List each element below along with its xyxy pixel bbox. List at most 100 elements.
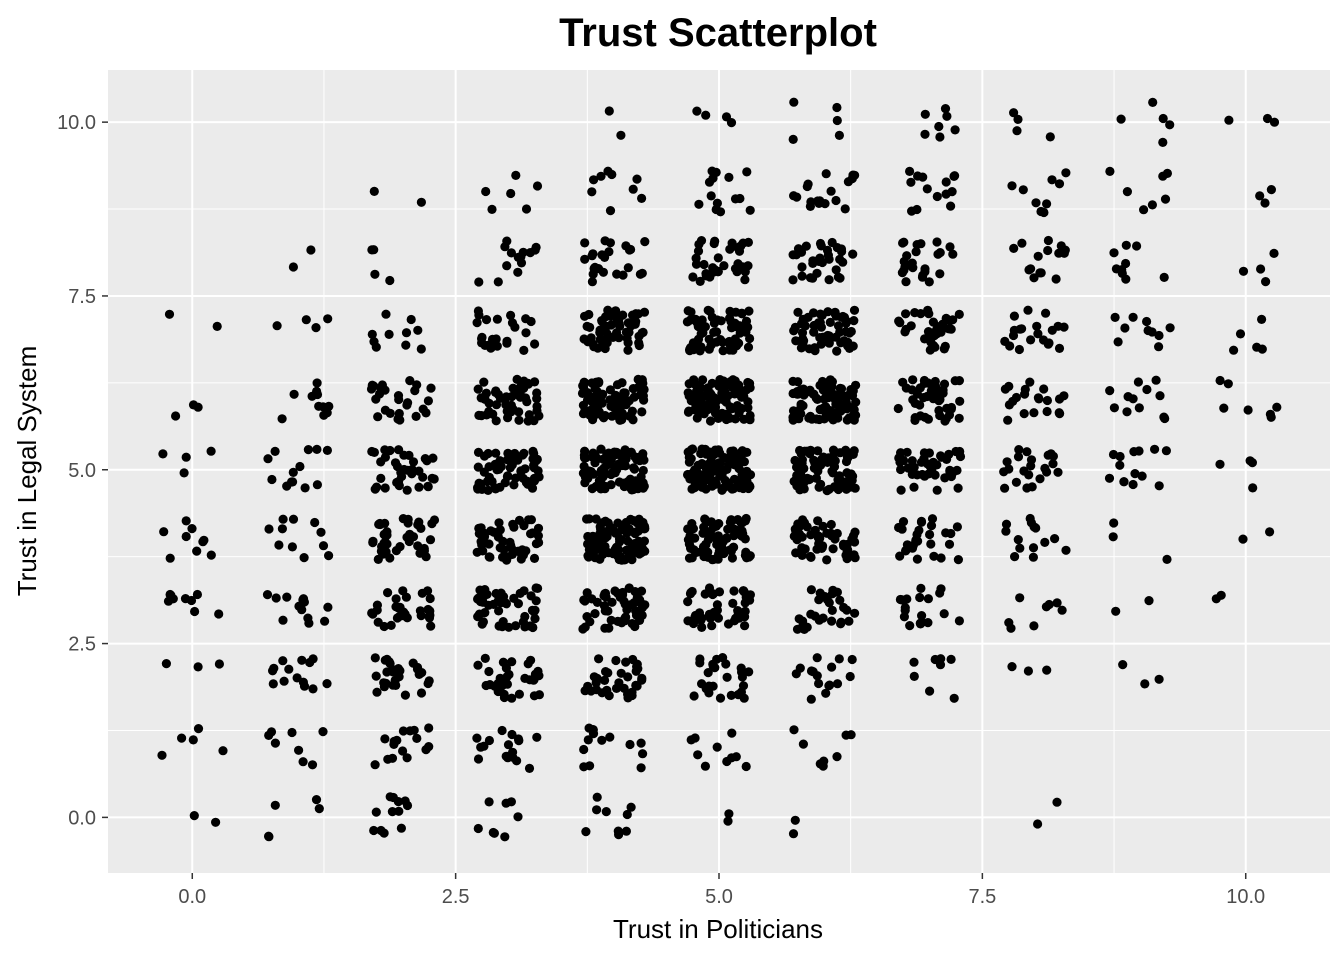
scatter-point: [1130, 469, 1140, 479]
scatter-point: [521, 204, 532, 214]
scatter-point: [832, 528, 842, 539]
scatter-point: [495, 673, 505, 683]
scatter-point: [299, 553, 309, 563]
scatter-point: [193, 724, 204, 734]
scatter-point: [1132, 241, 1142, 251]
scatter-point: [692, 413, 702, 423]
scatter-point: [1265, 527, 1275, 537]
scatter-point: [484, 666, 494, 677]
scatter-point: [612, 380, 623, 390]
scatter-point: [628, 184, 638, 194]
scatter-point: [806, 694, 816, 704]
scatter-point: [394, 481, 404, 491]
scatter-point: [599, 601, 610, 611]
scatter-point: [287, 727, 297, 738]
scatter-point: [1160, 413, 1170, 424]
scatter-point: [1121, 258, 1131, 269]
scatter-point: [817, 376, 828, 387]
scatter-point: [270, 738, 280, 748]
scatter-point: [270, 800, 280, 810]
scatter-point: [312, 444, 322, 454]
scatter-point: [1158, 171, 1168, 181]
scatter-point: [324, 401, 334, 411]
scatter-point: [425, 535, 436, 545]
scatter-point: [732, 401, 742, 411]
scatter-point: [421, 552, 431, 562]
scatter-point: [1158, 137, 1168, 147]
scatter-point: [917, 611, 927, 621]
scatter-point: [1121, 240, 1131, 250]
scatter-point: [805, 273, 816, 283]
scatter-point: [586, 392, 596, 402]
scatter-point: [372, 605, 382, 615]
scatter-point: [827, 662, 837, 672]
scatter-point: [1010, 552, 1020, 562]
scatter-point: [368, 538, 378, 548]
scatter-point: [487, 204, 497, 214]
scatter-point: [1215, 375, 1225, 386]
scatter-point: [912, 240, 922, 250]
scatter-point: [898, 377, 908, 387]
scatter-point: [393, 391, 404, 401]
scatter-point: [585, 617, 595, 627]
scatter-point: [713, 532, 724, 543]
scatter-point: [502, 236, 512, 246]
scatter-point: [632, 681, 642, 691]
scatter-point: [1045, 132, 1055, 142]
scatter-point: [307, 760, 318, 770]
scatter-point: [897, 524, 907, 534]
scatter-point: [636, 763, 646, 773]
scatter-point: [908, 263, 918, 273]
scatter-point: [849, 550, 859, 560]
scatter-point: [211, 817, 221, 827]
scatter-point: [790, 455, 800, 466]
scatter-point: [793, 307, 803, 317]
scatter-point: [1223, 379, 1233, 389]
scatter-point: [935, 132, 945, 142]
scatter-point: [506, 188, 516, 199]
scatter-point: [726, 118, 737, 128]
scatter-point: [1036, 206, 1046, 217]
scatter-point: [503, 413, 513, 423]
scatter-point: [938, 388, 948, 398]
scatter-point: [712, 742, 722, 752]
scatter-point: [827, 237, 837, 248]
scatter-point: [582, 321, 592, 331]
scatter-point: [610, 586, 620, 596]
scatter-point: [638, 449, 648, 459]
scatter-point: [1139, 205, 1149, 215]
scatter-point: [902, 447, 912, 457]
scatter-point: [930, 470, 940, 480]
scatter-point: [1029, 522, 1039, 532]
scatter-point: [634, 595, 645, 605]
scatter-point: [726, 515, 736, 525]
scatter-point: [383, 588, 393, 598]
scatter-point: [510, 322, 520, 332]
scatter-point: [426, 621, 436, 631]
scatter-point: [955, 446, 965, 457]
scatter-point: [1137, 471, 1147, 481]
scatter-point: [744, 306, 754, 316]
scatter-point: [713, 445, 724, 455]
scatter-point: [920, 109, 930, 119]
scatter-point: [384, 329, 394, 339]
scatter-point: [587, 251, 597, 261]
scatter-point: [1022, 447, 1032, 457]
scatter-point: [288, 467, 298, 477]
scatter-point: [369, 825, 379, 836]
scatter-point: [312, 389, 323, 400]
scatter-point: [473, 823, 483, 834]
scatter-point: [494, 606, 504, 616]
scatter-point: [494, 464, 504, 474]
scatter-point: [584, 545, 595, 555]
scatter-point: [734, 526, 744, 536]
scatter-point: [1029, 408, 1039, 418]
scatter-point: [697, 613, 707, 623]
scatter-point: [1028, 552, 1038, 562]
scatter-point: [508, 404, 518, 414]
scatter-point: [1007, 662, 1017, 672]
scatter-point: [580, 254, 590, 264]
scatter-point: [840, 204, 850, 214]
scatter-point: [590, 450, 600, 460]
scatter-point: [955, 396, 965, 406]
